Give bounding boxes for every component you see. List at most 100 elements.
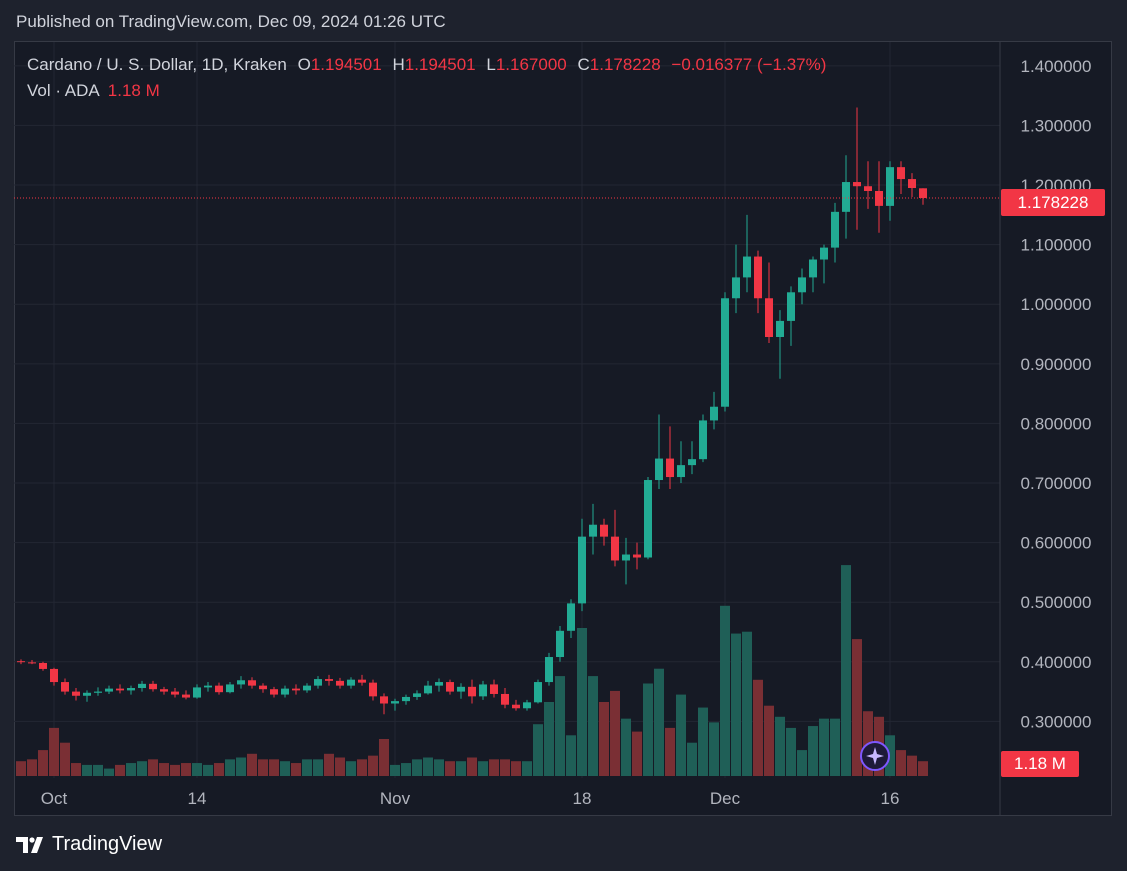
candle-body[interactable]: [358, 679, 366, 683]
candle-body[interactable]: [897, 167, 905, 180]
assistant-button[interactable]: [860, 741, 890, 771]
candle-body[interactable]: [61, 682, 69, 692]
candle-body[interactable]: [864, 186, 872, 191]
candle-body[interactable]: [424, 685, 432, 694]
candle-body[interactable]: [765, 298, 773, 337]
volume-bar: [676, 694, 686, 776]
x-tick-label: 18: [573, 789, 592, 808]
volume-bar: [291, 763, 301, 776]
candle-body[interactable]: [490, 684, 498, 694]
candle-body[interactable]: [534, 682, 542, 703]
candle-body[interactable]: [391, 701, 399, 704]
candle-body[interactable]: [644, 480, 652, 558]
candle-body[interactable]: [699, 420, 707, 460]
candle-body[interactable]: [479, 684, 487, 697]
volume-bar: [137, 761, 147, 776]
candle-body[interactable]: [886, 167, 894, 206]
candle-body[interactable]: [468, 686, 476, 697]
candle-body[interactable]: [754, 256, 762, 299]
volume-bar: [841, 565, 851, 776]
candle-body[interactable]: [578, 536, 586, 604]
candle-body[interactable]: [567, 603, 575, 631]
candle-body[interactable]: [732, 277, 740, 299]
volume-bar: [324, 753, 334, 776]
candle-body[interactable]: [402, 696, 410, 702]
candle-body[interactable]: [259, 685, 267, 690]
candle-body[interactable]: [314, 679, 322, 686]
candle-body[interactable]: [160, 689, 168, 692]
candle-body[interactable]: [72, 691, 80, 696]
candle-body[interactable]: [688, 459, 696, 466]
candle-body[interactable]: [809, 259, 817, 278]
volume-bar: [126, 763, 136, 776]
volume-bar: [918, 761, 928, 776]
candle-body[interactable]: [633, 554, 641, 558]
candle-body[interactable]: [369, 682, 377, 697]
candle-body[interactable]: [589, 524, 597, 537]
candle-body[interactable]: [666, 458, 674, 478]
candle-body[interactable]: [193, 687, 201, 698]
candle-body[interactable]: [721, 298, 729, 407]
candle-body[interactable]: [655, 458, 663, 481]
candle-body[interactable]: [545, 657, 553, 683]
candle-body[interactable]: [919, 188, 927, 199]
candle-body[interactable]: [182, 694, 190, 698]
candle-body[interactable]: [787, 292, 795, 321]
volume-bar: [643, 683, 653, 776]
brand-footer[interactable]: TradingView: [16, 833, 162, 856]
candle-body[interactable]: [28, 662, 36, 664]
volume-bar: [280, 761, 290, 776]
candle-body[interactable]: [138, 683, 146, 689]
candle-body[interactable]: [842, 182, 850, 212]
candle-body[interactable]: [380, 696, 388, 704]
candle-body[interactable]: [798, 277, 806, 293]
candle-body[interactable]: [50, 668, 58, 683]
candle-body[interactable]: [149, 683, 157, 690]
candle-body[interactable]: [600, 524, 608, 537]
candle-body[interactable]: [413, 693, 421, 697]
candle-body[interactable]: [776, 320, 784, 337]
candle-body[interactable]: [523, 702, 531, 709]
candle-body[interactable]: [512, 704, 520, 709]
candle-body[interactable]: [435, 682, 443, 686]
candle-body[interactable]: [127, 688, 135, 691]
brand-name: TradingView: [52, 833, 163, 855]
candle-body[interactable]: [215, 685, 223, 693]
candle-body[interactable]: [501, 693, 509, 705]
candle-body[interactable]: [116, 688, 124, 691]
candle-body[interactable]: [226, 684, 234, 693]
volume-bar: [478, 761, 488, 776]
candle-body[interactable]: [831, 211, 839, 248]
volume-bar: [346, 761, 356, 776]
candle-body[interactable]: [677, 465, 685, 478]
candle-body[interactable]: [446, 682, 454, 692]
candle-body[interactable]: [303, 685, 311, 691]
candle-body[interactable]: [347, 679, 355, 686]
volume-bar: [885, 735, 895, 776]
candle-body[interactable]: [556, 630, 564, 658]
candle-body[interactable]: [611, 536, 619, 561]
candle-body[interactable]: [743, 256, 751, 278]
candle-body[interactable]: [292, 688, 300, 691]
candle-body[interactable]: [270, 689, 278, 695]
candle-body[interactable]: [105, 688, 113, 692]
candle-body[interactable]: [17, 661, 25, 663]
candle-body[interactable]: [248, 680, 256, 686]
candle-body[interactable]: [94, 691, 102, 693]
candle-body[interactable]: [710, 406, 718, 421]
candle-body[interactable]: [83, 692, 91, 696]
candle-body[interactable]: [237, 680, 245, 685]
candle-body[interactable]: [820, 247, 828, 260]
y-tick-label: 0.400000: [1021, 653, 1092, 672]
candle-body[interactable]: [853, 182, 861, 187]
candle-body[interactable]: [281, 688, 289, 695]
candle-body[interactable]: [171, 691, 179, 695]
candle-body[interactable]: [204, 685, 212, 688]
candle-body[interactable]: [336, 680, 344, 686]
candle-body[interactable]: [908, 179, 916, 189]
candle-body[interactable]: [622, 554, 630, 561]
candle-body[interactable]: [39, 662, 47, 669]
candle-body[interactable]: [325, 679, 333, 681]
candle-body[interactable]: [457, 686, 465, 692]
